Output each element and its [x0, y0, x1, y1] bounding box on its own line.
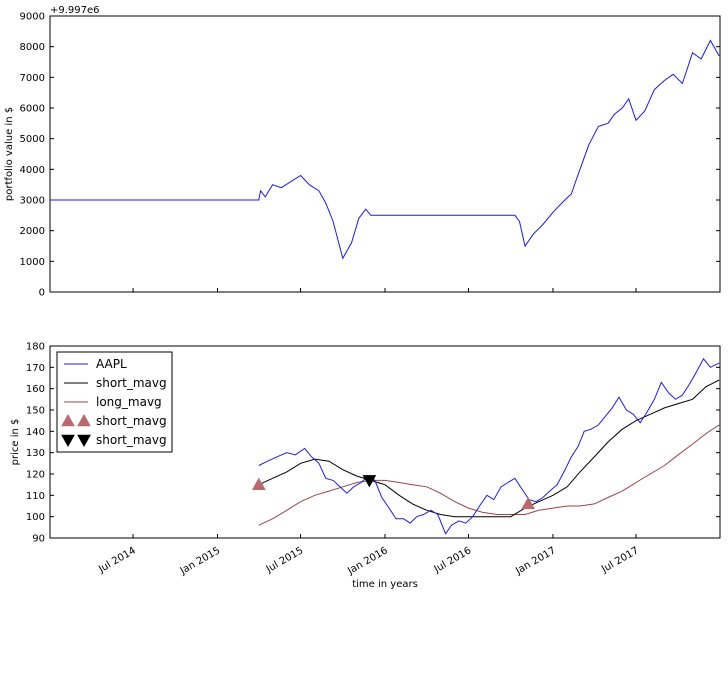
price-chart: 90 100 110 120 130 140 150 160 170 180 Jul 2014 Ja… [10, 288, 721, 590]
x-tick-label: Jul 2014 [96, 545, 138, 575]
y-tick-label: 100 [26, 512, 45, 523]
y-tick-label: 8000 [20, 42, 45, 53]
x-tick-label: Jan 2016 [345, 545, 390, 577]
y-tick-label: 6000 [20, 104, 45, 115]
buy-marker [251, 477, 266, 490]
portfolio-value-line [50, 39, 720, 260]
y-tick-label: 5000 [20, 134, 45, 145]
price-y-ticks: 90 100 110 120 130 140 150 160 170 180 [26, 342, 720, 545]
y-tick-label: 120 [26, 470, 45, 481]
y-tick-label: 4000 [20, 165, 45, 176]
trade-markers [251, 475, 536, 510]
portfolio-plot-area [49, 15, 721, 293]
y-tick-label: 150 [26, 406, 45, 417]
long-mavg-line [258, 424, 720, 526]
y-tick-label: 9000 [20, 12, 45, 23]
y-tick-label: 140 [26, 427, 45, 438]
y-tick-label: 110 [26, 491, 45, 502]
legend-long-mavg-label: long_mavg [96, 395, 162, 409]
y-tick-label: 130 [26, 448, 45, 459]
x-tick-label: Jan 2017 [513, 545, 558, 577]
legend-sell-label: short_mavg [96, 433, 167, 447]
legend-buy-marker-swatch [61, 413, 91, 427]
portfolio-y-axis-label: portfolio value in $ [4, 107, 15, 201]
x-tick-label: Jul 2016 [432, 545, 474, 575]
sell-marker [362, 475, 377, 488]
portfolio-offset-text: +9.997e6 [50, 5, 100, 16]
legend-sell-triangle [77, 434, 91, 448]
x-tick-label: Jul 2017 [599, 545, 641, 575]
y-tick-label: 170 [26, 363, 45, 374]
price-y-axis-label: price in $ [10, 419, 21, 466]
price-x-axis-label: time in years [352, 579, 418, 590]
legend: AAPL short_mavg long_mavg short_mavg sho… [56, 351, 173, 453]
y-tick-label: 7000 [20, 73, 45, 84]
portfolio-chart: 0 1000 2000 3000 4000 5000 6000 7000 8000 9000 +9… [4, 5, 721, 299]
y-tick-label: 3000 [20, 196, 45, 207]
y-tick-label: 160 [26, 384, 45, 395]
legend-sell-marker-swatch [61, 434, 91, 448]
x-tick-label: Jan 2015 [178, 545, 223, 577]
legend-sell-triangle [61, 434, 75, 448]
y-tick-label: 180 [26, 342, 45, 353]
buy-marker [521, 496, 536, 510]
y-tick-label: 2000 [20, 226, 45, 237]
aapl-price-line [258, 357, 720, 535]
legend-short-mavg-label: short_mavg [96, 376, 167, 390]
y-tick-label: 0 [39, 288, 45, 299]
x-tick-label: Jul 2015 [264, 545, 306, 575]
legend-buy-triangle [77, 413, 91, 427]
legend-buy-label: short_mavg [96, 414, 167, 428]
y-tick-label: 1000 [20, 257, 45, 268]
y-tick-label: 90 [32, 534, 45, 545]
portfolio-y-ticks: 0 1000 2000 3000 4000 5000 6000 7000 8000 9000 [20, 12, 720, 299]
legend-buy-triangle [61, 413, 75, 427]
legend-aapl-label: AAPL [96, 357, 127, 371]
